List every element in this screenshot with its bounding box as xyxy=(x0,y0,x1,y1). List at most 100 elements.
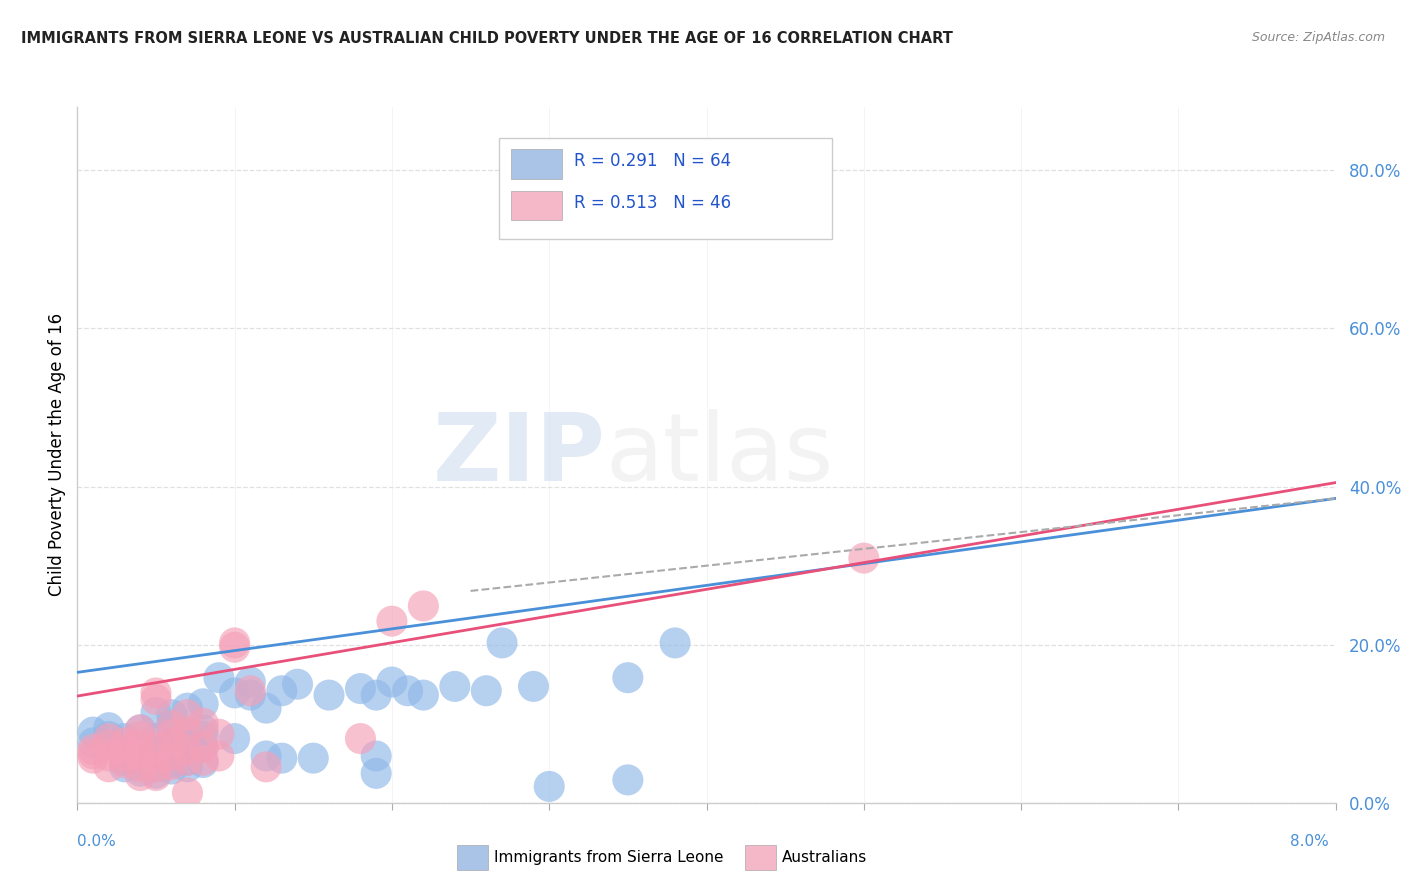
Point xyxy=(366,527,388,541)
Text: Immigrants from Sierra Leone: Immigrants from Sierra Leone xyxy=(494,850,723,864)
Point xyxy=(129,591,152,605)
Point xyxy=(191,646,215,660)
Bar xyxy=(512,191,562,220)
Point xyxy=(114,625,136,640)
Text: atlas: atlas xyxy=(606,409,834,501)
Point xyxy=(160,598,183,612)
Point xyxy=(239,519,262,533)
Point xyxy=(349,606,371,620)
Point xyxy=(191,591,215,605)
Point xyxy=(97,602,120,616)
Text: R = 0.291   N = 64: R = 0.291 N = 64 xyxy=(575,153,731,170)
Point xyxy=(239,503,262,517)
Point xyxy=(145,622,167,636)
Y-axis label: Child Poverty Under the Age of 16: Child Poverty Under the Age of 16 xyxy=(48,313,66,597)
Point xyxy=(145,657,167,672)
Point xyxy=(82,641,104,656)
Point xyxy=(114,657,136,672)
Point xyxy=(129,665,152,680)
Point xyxy=(145,630,167,644)
Point xyxy=(145,534,167,549)
Point xyxy=(302,641,325,656)
Point xyxy=(254,638,277,652)
Point xyxy=(97,586,120,600)
Point xyxy=(381,392,404,407)
Point xyxy=(129,591,152,605)
Point xyxy=(114,606,136,620)
Point xyxy=(160,614,183,628)
Point xyxy=(224,523,246,537)
Point xyxy=(191,542,215,557)
Point xyxy=(349,515,371,529)
Point xyxy=(852,277,875,292)
Point xyxy=(129,641,152,656)
Point xyxy=(381,503,404,517)
Point xyxy=(176,550,198,565)
Point xyxy=(82,625,104,640)
Point xyxy=(224,440,246,454)
Point xyxy=(208,495,231,509)
Point xyxy=(191,578,215,592)
Bar xyxy=(512,150,562,178)
Point xyxy=(239,527,262,541)
Point xyxy=(254,657,277,672)
Point xyxy=(145,641,167,656)
Point xyxy=(97,657,120,672)
Point xyxy=(145,633,167,648)
Point xyxy=(176,646,198,660)
Text: Source: ZipAtlas.com: Source: ZipAtlas.com xyxy=(1251,31,1385,45)
Text: R = 0.513   N = 46: R = 0.513 N = 46 xyxy=(575,194,731,212)
Point xyxy=(160,598,183,612)
Point xyxy=(444,511,467,525)
Point xyxy=(191,622,215,636)
Text: 8.0%: 8.0% xyxy=(1289,834,1329,849)
Point xyxy=(318,527,340,541)
Point xyxy=(97,638,120,652)
Point xyxy=(145,606,167,620)
Point xyxy=(145,523,167,537)
Point xyxy=(491,432,513,446)
Text: IMMIGRANTS FROM SIERRA LEONE VS AUSTRALIAN CHILD POVERTY UNDER THE AGE OF 16 COR: IMMIGRANTS FROM SIERRA LEONE VS AUSTRALI… xyxy=(21,31,953,46)
Point xyxy=(145,558,167,573)
Point xyxy=(129,657,152,672)
Point xyxy=(176,602,198,616)
Point xyxy=(224,432,246,446)
FancyBboxPatch shape xyxy=(499,138,832,239)
Point xyxy=(176,646,198,660)
Point xyxy=(287,507,309,521)
Point xyxy=(270,641,292,656)
Point xyxy=(97,618,120,632)
Point xyxy=(160,625,183,640)
Point xyxy=(160,582,183,597)
Point xyxy=(160,582,183,597)
Point xyxy=(538,693,561,707)
Point xyxy=(97,618,120,632)
Point xyxy=(176,625,198,640)
Point xyxy=(114,638,136,652)
Point xyxy=(176,563,198,577)
Point xyxy=(208,598,231,612)
Point xyxy=(160,649,183,664)
Point xyxy=(129,653,152,667)
Point xyxy=(160,638,183,652)
Point xyxy=(208,638,231,652)
Point xyxy=(191,622,215,636)
Point xyxy=(114,649,136,664)
Point xyxy=(160,638,183,652)
Point xyxy=(129,673,152,688)
Point xyxy=(160,653,183,667)
Point xyxy=(145,657,167,672)
Point xyxy=(176,618,198,632)
Point xyxy=(114,614,136,628)
Point xyxy=(412,365,434,379)
Point xyxy=(224,606,246,620)
Point xyxy=(114,641,136,656)
Point xyxy=(160,614,183,628)
Text: ZIP: ZIP xyxy=(433,409,606,501)
Point xyxy=(617,495,640,509)
Point xyxy=(145,669,167,683)
Point xyxy=(129,618,152,632)
Point xyxy=(97,606,120,620)
Point xyxy=(191,649,215,664)
Text: Australians: Australians xyxy=(782,850,868,864)
